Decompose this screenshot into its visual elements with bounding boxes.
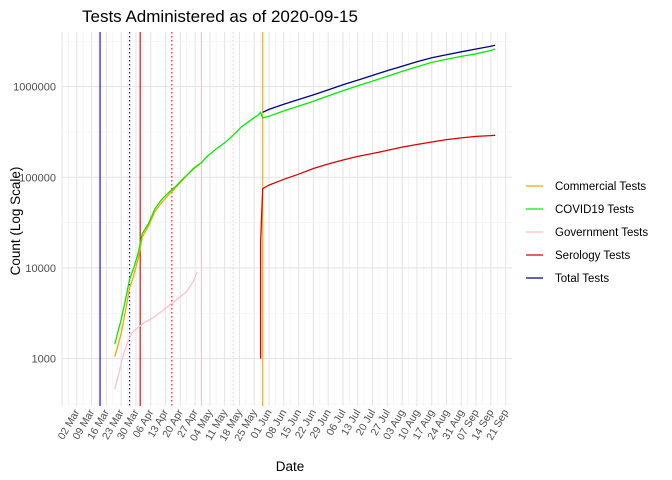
- legend-label: COVID19 Tests: [555, 204, 634, 216]
- y-tick-label: 1000000: [13, 82, 56, 94]
- legend-label: Total Tests: [555, 273, 609, 285]
- y-axis-ticks: 1000 10000 100000 1000000: [13, 82, 56, 366]
- y-tick-label: 1000: [32, 354, 56, 366]
- y-axis-title: Count (Log Scale): [8, 167, 23, 276]
- legend-label: Commercial Tests: [555, 181, 646, 193]
- series-line: [262, 44, 496, 113]
- legend-label: Government Tests: [555, 227, 648, 239]
- legend-label: Serology Tests: [555, 250, 630, 262]
- y-tick-label: 10000: [25, 263, 56, 275]
- series-lines: [114, 44, 496, 390]
- x-axis-title: Date: [276, 459, 305, 474]
- reference-lines: [99, 32, 264, 406]
- series-line: [114, 271, 198, 390]
- series-line: [114, 48, 496, 345]
- chart-title: Tests Administered as of 2020-09-15: [82, 7, 358, 26]
- series-line: [259, 134, 496, 359]
- y-tick-label: 100000: [19, 172, 56, 184]
- legend: Commercial Tests COVID19 Tests Government …: [526, 181, 648, 285]
